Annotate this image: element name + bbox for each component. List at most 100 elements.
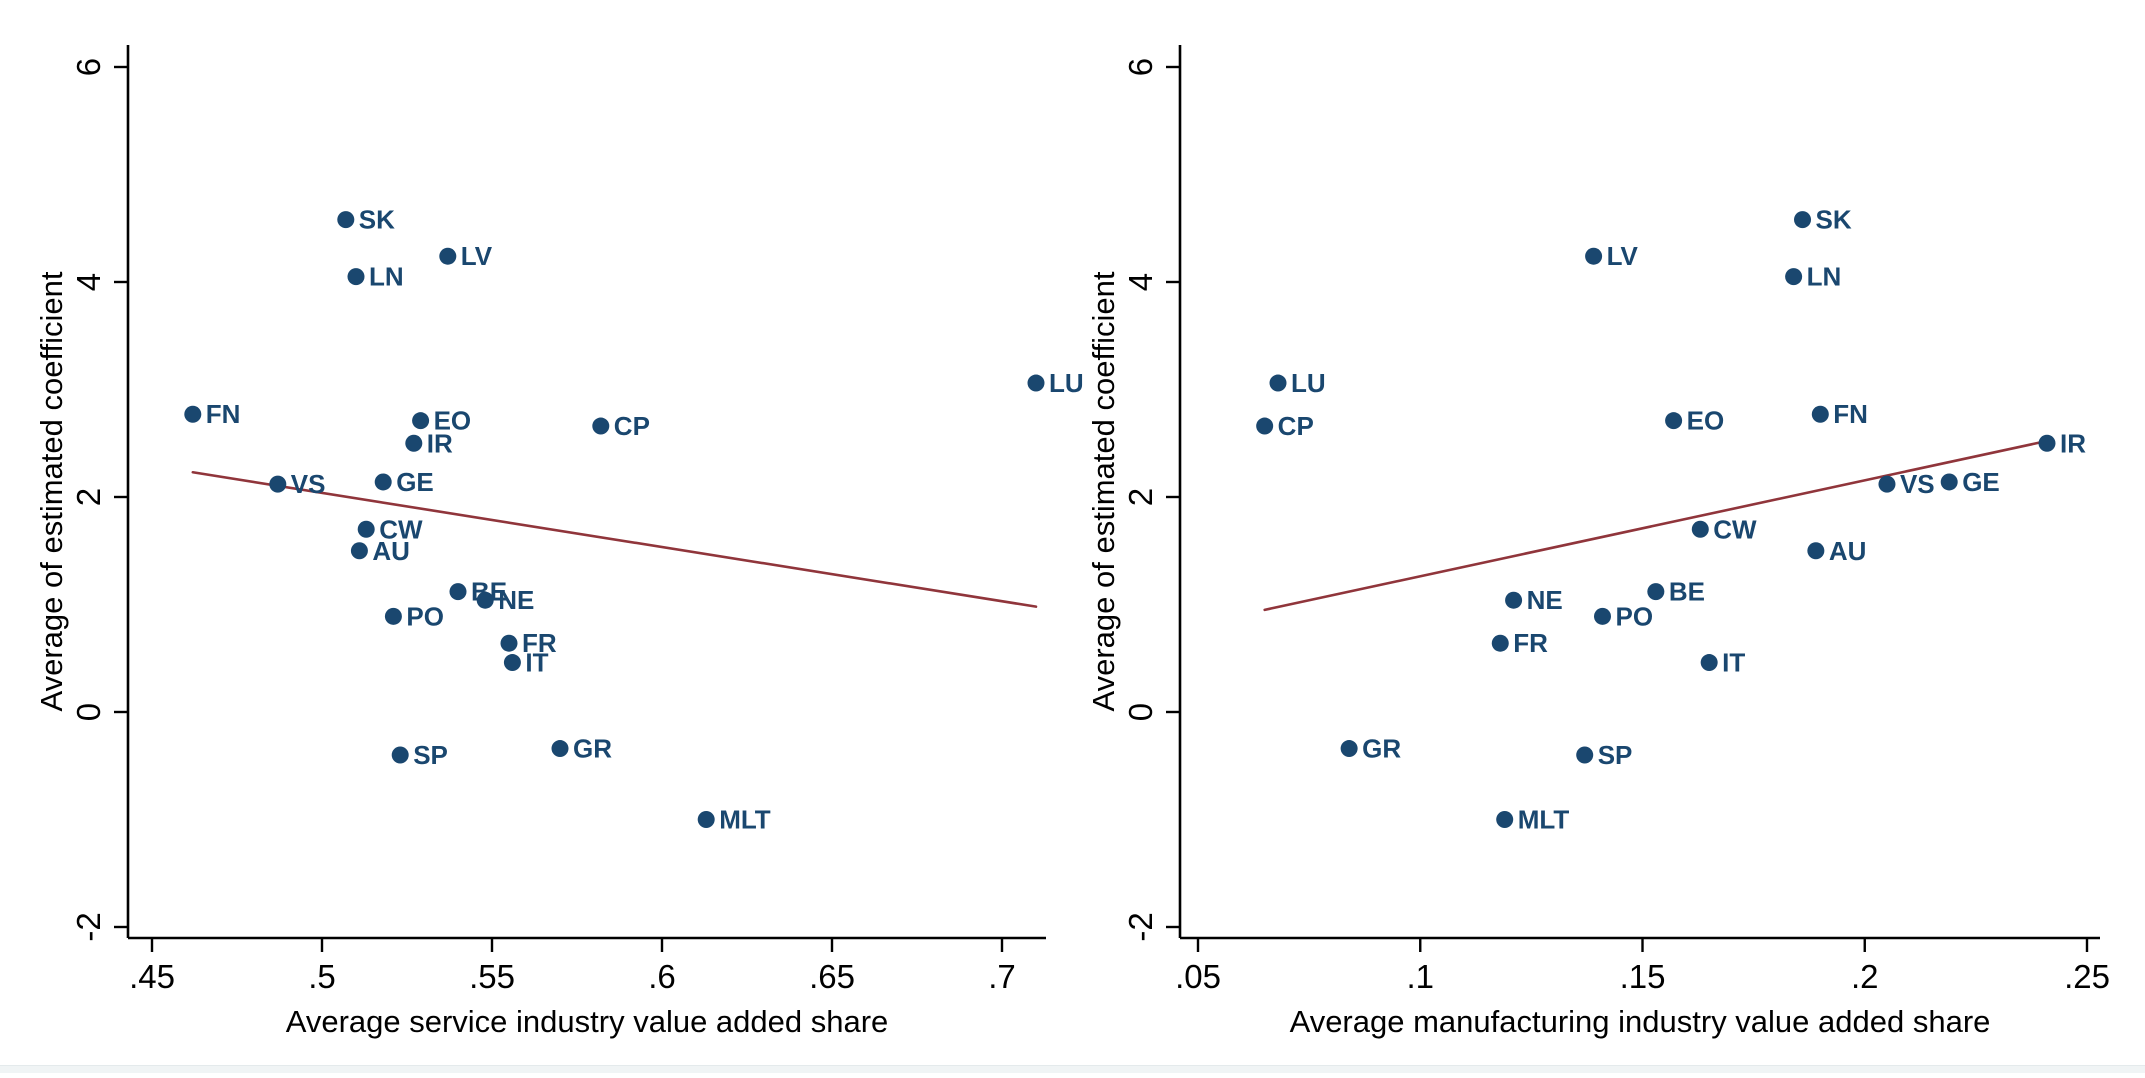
point-SP-manufacturing [1576, 746, 1594, 764]
point-LV-manufacturing [1585, 247, 1603, 265]
point-PO-manufacturing [1593, 607, 1611, 625]
point-label-FN-manufacturing: FN [1833, 399, 1868, 429]
y-tick-label-service-4: 4 [70, 273, 107, 291]
point-CW-service [357, 520, 375, 538]
y-tick-label-service--2: -2 [70, 912, 107, 941]
y-tick-label-manufacturing-2: 2 [1122, 488, 1159, 506]
point-SP-service [391, 746, 409, 764]
point-PO-service [384, 607, 402, 625]
y-axis-title-manufacturing: Average of estimated coefficient [1086, 271, 1121, 711]
point-label-LN-manufacturing: LN [1807, 262, 1842, 292]
point-IR-manufacturing [2038, 434, 2056, 452]
point-label-MLT-service: MLT [719, 805, 771, 835]
y-tick-label-manufacturing--2: -2 [1122, 912, 1159, 941]
point-label-IR-manufacturing: IR [2060, 428, 2086, 458]
point-label-GR-manufacturing: GR [1362, 734, 1401, 764]
point-CP-service [592, 417, 610, 435]
point-label-LV-service: LV [461, 241, 493, 271]
point-CW-manufacturing [1691, 520, 1709, 538]
point-VS-manufacturing [1878, 475, 1896, 493]
point-label-LV-manufacturing: LV [1607, 241, 1639, 271]
point-BE-manufacturing [1647, 583, 1665, 601]
window-bottom-strip [0, 1065, 2145, 1073]
point-label-GE-manufacturing: GE [1962, 467, 2000, 497]
point-EO-manufacturing [1665, 412, 1683, 430]
point-IT-manufacturing [1700, 654, 1718, 672]
x-tick-label-manufacturing-.25: .25 [2064, 958, 2110, 995]
point-NE-service [476, 591, 494, 609]
point-LN-manufacturing [1785, 268, 1803, 286]
point-LU-service [1027, 374, 1045, 392]
point-label-EO-manufacturing: EO [1687, 406, 1725, 436]
x-tick-label-manufacturing-.15: .15 [1620, 958, 1666, 995]
y-axis-title-service: Average of estimated coefficient [34, 271, 69, 711]
point-EO-service [412, 412, 430, 430]
point-GR-manufacturing [1340, 740, 1358, 758]
x-tick-label-manufacturing-.2: .2 [1851, 958, 1879, 995]
point-label-LN-service: LN [369, 262, 404, 292]
point-label-SP-manufacturing: SP [1598, 740, 1633, 770]
x-tick-label-service-.65: .65 [809, 958, 855, 995]
point-SK-service [337, 211, 355, 229]
point-label-CP-service: CP [614, 411, 650, 441]
point-label-IT-service: IT [525, 648, 548, 678]
x-tick-label-manufacturing-.05: .05 [1175, 958, 1221, 995]
point-label-VS-manufacturing: VS [1900, 469, 1935, 499]
point-label-GR-service: GR [573, 734, 612, 764]
point-label-NE-service: NE [498, 585, 534, 615]
point-label-BE-manufacturing: BE [1669, 577, 1705, 607]
y-tick-label-manufacturing-0: 0 [1122, 703, 1159, 721]
point-label-MLT-manufacturing: MLT [1518, 805, 1570, 835]
point-LV-service [439, 247, 457, 265]
point-label-IT-manufacturing: IT [1722, 648, 1745, 678]
point-label-GE-service: GE [396, 467, 434, 497]
x-tick-label-service-.6: .6 [648, 958, 676, 995]
y-tick-label-service-6: 6 [70, 58, 107, 76]
point-SK-manufacturing [1794, 211, 1812, 229]
point-label-AU-service: AU [372, 536, 410, 566]
point-label-PO-manufacturing: PO [1615, 601, 1653, 631]
point-AU-service [350, 542, 368, 560]
point-label-IR-service: IR [427, 428, 453, 458]
point-VS-service [269, 475, 287, 493]
point-label-SK-service: SK [359, 205, 395, 235]
y-tick-label-service-2: 2 [70, 488, 107, 506]
y-tick-label-manufacturing-4: 4 [1122, 273, 1159, 291]
point-LN-service [347, 268, 365, 286]
point-label-CW-service: CW [379, 514, 423, 544]
point-label-FR-manufacturing: FR [1513, 628, 1548, 658]
point-FN-manufacturing [1811, 405, 1829, 423]
x-tick-label-service-.7: .7 [988, 958, 1016, 995]
x-axis-title-manufacturing: Average manufacturing industry value add… [1290, 1004, 1991, 1039]
point-LU-manufacturing [1269, 374, 1287, 392]
point-FR-manufacturing [1491, 634, 1509, 652]
fit-line-manufacturing [1263, 438, 2053, 612]
point-label-LU-manufacturing: LU [1291, 368, 1326, 398]
point-GE-manufacturing [1940, 473, 1958, 491]
x-axis-title-service: Average service industry value added sha… [286, 1004, 889, 1039]
point-GR-service [551, 740, 569, 758]
point-label-FN-service: FN [206, 399, 241, 429]
fit-line-service [191, 470, 1038, 608]
point-label-LU-service: LU [1049, 368, 1084, 398]
point-label-FR-service: FR [522, 628, 557, 658]
point-MLT-manufacturing [1496, 811, 1514, 828]
x-tick-label-service-.55: .55 [469, 958, 515, 995]
point-label-NE-manufacturing: NE [1527, 585, 1563, 615]
y-tick-label-service-0: 0 [70, 703, 107, 721]
point-BE-service [449, 583, 467, 601]
point-label-VS-service: VS [291, 469, 326, 499]
point-GE-service [374, 473, 392, 491]
point-label-CW-manufacturing: CW [1713, 514, 1757, 544]
point-label-SP-service: SP [413, 740, 448, 770]
x-tick-label-manufacturing-.1: .1 [1406, 958, 1434, 995]
point-FN-service [184, 405, 202, 423]
point-AU-manufacturing [1807, 542, 1825, 560]
x-tick-label-service-.5: .5 [308, 958, 336, 995]
point-NE-manufacturing [1505, 591, 1523, 609]
y-tick-label-manufacturing-6: 6 [1122, 58, 1159, 76]
point-label-EO-service: EO [434, 406, 472, 436]
point-MLT-service [697, 811, 715, 828]
point-FR-service [500, 634, 518, 652]
